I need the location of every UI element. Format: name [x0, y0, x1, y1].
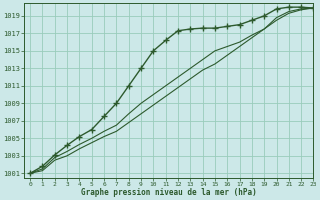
X-axis label: Graphe pression niveau de la mer (hPa): Graphe pression niveau de la mer (hPa): [81, 188, 257, 197]
